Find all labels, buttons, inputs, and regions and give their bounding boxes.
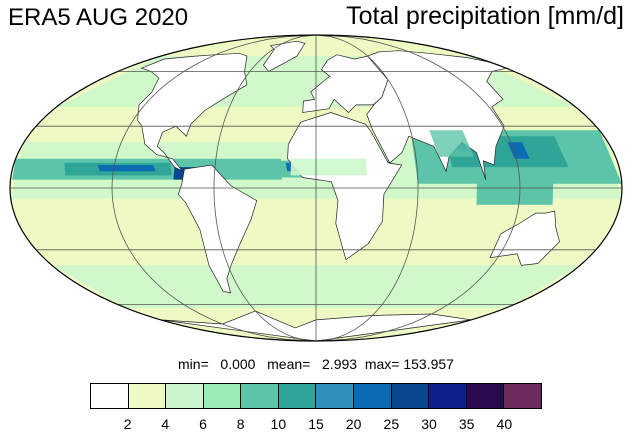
colorbar-tick-label: 6	[199, 416, 207, 432]
colorbar-swatch-5	[241, 384, 279, 408]
colorbar-tick-label: 8	[236, 416, 245, 432]
colorbar-tick-label: 25	[383, 416, 400, 432]
colorbar-swatch-6	[278, 384, 317, 408]
colorbar-tick-label: 15	[308, 416, 324, 432]
colorbar-swatch-9	[391, 384, 430, 408]
colorbar-tick-label: 40	[496, 416, 513, 432]
map-title-dataset: ERA5 AUG 2020	[8, 4, 189, 31]
colorbar-tick-label: 20	[345, 416, 362, 432]
min-label: min=	[178, 356, 209, 372]
maritime-continent-band	[476, 177, 554, 205]
landmass-australia	[489, 210, 560, 266]
min-value: 0.000	[220, 356, 256, 372]
colorbar	[90, 383, 542, 409]
max-label: max=	[364, 356, 400, 372]
map-title-variable: Total precipitation [mm/d]	[346, 2, 624, 30]
colorbar-labels: 2 4 6 8 10 15 20 25 30 35 40	[90, 416, 542, 434]
colorbar-swatch-8	[354, 384, 392, 408]
landmass-europe	[302, 54, 389, 113]
heavy-rain-core	[507, 142, 530, 159]
colorbar-swatch-10	[429, 384, 467, 408]
field-statistics: min= 0.000 mean= 2.993 max= 153.957	[0, 356, 632, 372]
colorbar-swatch-4	[203, 384, 242, 408]
globe-outline	[9, 34, 623, 342]
map-field	[10, 35, 622, 341]
longitude-line	[213, 35, 317, 341]
map-panel	[9, 34, 623, 342]
mean-label: mean=	[267, 356, 311, 372]
colorbar-tick-label: 4	[161, 416, 170, 432]
colorbar-tick-label: 30	[421, 416, 437, 432]
precipitation-map	[9, 34, 623, 342]
colorbar-swatch-7	[316, 384, 355, 408]
colorbar-swatch-12	[504, 384, 541, 408]
longitude-line	[315, 35, 419, 341]
land-monsoon-india	[429, 130, 475, 157]
colorbar-swatch-11	[466, 384, 505, 408]
heavy-rain-core	[97, 165, 156, 172]
colorbar-tick-label: 10	[270, 416, 287, 432]
longitude-line	[111, 35, 317, 341]
colorbar-tick-label: 35	[458, 416, 475, 432]
colorbar-swatch-3	[166, 384, 204, 408]
colorbar-tick-label: 2	[123, 416, 132, 432]
landmass-north-america	[137, 52, 248, 172]
land-rain-sahel	[290, 158, 367, 176]
mean-value: 2.993	[322, 356, 358, 372]
colorbar-swatch-1	[91, 384, 129, 408]
max-value: 153.957	[403, 356, 454, 372]
colorbar-swatch-2	[128, 384, 167, 408]
longitude-line	[315, 35, 521, 341]
